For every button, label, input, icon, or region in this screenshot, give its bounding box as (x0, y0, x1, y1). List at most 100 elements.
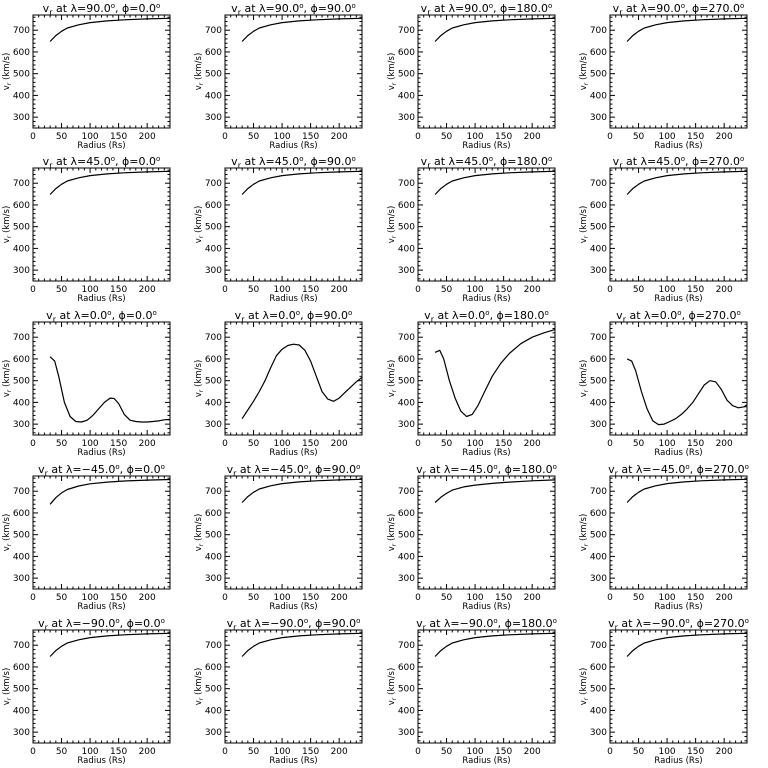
x-axis-label: Radius (Rs) (269, 448, 317, 458)
title-subscript: r (423, 623, 427, 632)
x-tick-label: 200 (331, 132, 348, 142)
plot-frame (32, 167, 171, 282)
plot-frame (224, 14, 363, 129)
y-tick-label: 400 (398, 706, 415, 716)
x-tick-label: 200 (716, 285, 733, 295)
title-degree: o (304, 617, 308, 625)
panel-6: vr at λ=45.0o, ϕ=90.0o0 50 100 150 200300400… (194, 155, 363, 304)
x-tick-label: 150 (302, 439, 319, 449)
y-tick-label: 600 (13, 48, 30, 58)
x-axis-label: Radius (Rs) (654, 141, 702, 151)
y-tick-label: 300 (205, 266, 222, 276)
y-axis-label: vr (km/s) (2, 514, 13, 552)
title-latitude: at λ=−45.0 (618, 463, 685, 476)
y-tick-label: 600 (398, 48, 415, 58)
series-line-vr (49, 17, 171, 42)
x-tick-label: 50 (56, 285, 68, 295)
title-degree: o (296, 309, 300, 317)
x-tick-label: 200 (524, 132, 541, 142)
title-subscript: r (238, 8, 242, 17)
x-tick-label: 50 (56, 593, 68, 603)
y-label-subscript: r (197, 697, 205, 700)
panel-title: vr at λ=−90.0o, ϕ=270.0o (608, 617, 749, 632)
x-tick-label: 100 (466, 747, 483, 757)
y-label-units: (km/s) (2, 53, 12, 83)
y-tick-label: 500 (398, 223, 415, 233)
title-latitude: at λ=−45.0 (236, 463, 303, 476)
y-tick-label: 400 (590, 552, 607, 562)
panel-title: vr at λ=−45.0o, ϕ=270.0o (608, 463, 749, 478)
x-tick-label: 0 (607, 439, 613, 449)
y-label-subscript: r (390, 697, 398, 700)
x-tick-label: 0 (30, 747, 36, 757)
title-degree: o (681, 2, 685, 10)
series-line-vr (626, 478, 748, 503)
title-latitude: at λ=0.0 (626, 309, 677, 322)
title-v: v (421, 155, 428, 168)
y-tick-label: 400 (205, 706, 222, 716)
x-tick-label: 200 (524, 593, 541, 603)
x-tick-label: 50 (441, 132, 453, 142)
title-degree: o (356, 463, 360, 471)
x-tick-label: 200 (716, 747, 733, 757)
x-tick-label: 150 (495, 132, 512, 142)
y-tick-label: 500 (205, 377, 222, 387)
y-label-v: v (2, 392, 12, 397)
x-tick-label: 100 (658, 132, 675, 142)
x-tick-label: 50 (248, 439, 260, 449)
y-tick-label: 700 (205, 179, 222, 189)
y-axis-label: vr (km/s) (2, 360, 13, 398)
y-tick-label: 300 (398, 574, 415, 584)
x-tick-label: 0 (222, 132, 228, 142)
y-label-v: v (579, 238, 589, 243)
y-tick-label: 700 (205, 333, 222, 343)
x-tick-label: 100 (81, 132, 98, 142)
title-v: v (613, 2, 620, 15)
panel-7: vr at λ=45.0o, ϕ=180.0o0 50 100 150 20030040… (387, 155, 556, 304)
x-tick-label: 100 (81, 747, 98, 757)
y-label-subscript: r (582, 389, 590, 392)
title-v: v (227, 617, 234, 630)
y-tick-label: 600 (590, 48, 607, 58)
y-label-v: v (194, 700, 204, 705)
y-tick-label: 700 (590, 179, 607, 189)
title-latitude: at λ=0.0 (434, 309, 485, 322)
y-tick-label: 500 (205, 223, 222, 233)
panel-16: vr at λ=−45.0o, ϕ=270.0o0 50 100 150 2003004… (579, 463, 749, 612)
series-line-vr (626, 632, 748, 657)
plot-frame (32, 321, 171, 436)
title-latitude: at λ=−45.0 (426, 463, 493, 476)
panel-title: vr at λ=45.0o, ϕ=0.0o (43, 155, 161, 170)
panel-9: vr at λ=0.0o, ϕ=0.0o0 50 100 150 20030040050… (2, 309, 171, 458)
panel-3: vr at λ=90.0o, ϕ=180.0o0 50 100 150 20030040… (387, 2, 556, 151)
y-tick-label: 700 (398, 487, 415, 497)
title-v: v (43, 155, 50, 168)
y-axis-label: vr (km/s) (194, 514, 205, 552)
title-subscript: r (49, 8, 53, 17)
title-degree: o (348, 309, 352, 317)
y-tick-label: 400 (398, 398, 415, 408)
y-tick-label: 400 (398, 552, 415, 562)
y-axis-label: vr (km/s) (2, 668, 13, 706)
y-tick-label: 300 (398, 266, 415, 276)
panel-17: vr at λ=−90.0o, ϕ=0.0o0 50 100 150 200300400… (2, 617, 171, 766)
title-latitude: at λ=90.0 (52, 2, 110, 15)
x-tick-label: 150 (495, 285, 512, 295)
y-label-units: (km/s) (579, 514, 589, 544)
x-tick-label: 100 (273, 747, 290, 757)
x-tick-label: 100 (273, 285, 290, 295)
y-tick-label: 300 (590, 420, 607, 430)
series-line-vr (241, 17, 363, 42)
plot-frame (417, 14, 556, 129)
x-tick-label: 200 (139, 593, 156, 603)
panel-19: vr at λ=−90.0o, ϕ=180.0o0 50 100 150 2003004… (387, 617, 557, 766)
plot-frame (609, 167, 748, 282)
y-label-subscript: r (5, 235, 13, 238)
title-degree: o (115, 617, 119, 625)
y-tick-label: 400 (13, 552, 30, 562)
y-tick-label: 600 (398, 201, 415, 211)
y-axis-label: vr (km/s) (194, 668, 205, 706)
plot-frame (417, 321, 556, 436)
y-tick-label: 500 (13, 685, 30, 695)
y-tick-label: 600 (13, 201, 30, 211)
